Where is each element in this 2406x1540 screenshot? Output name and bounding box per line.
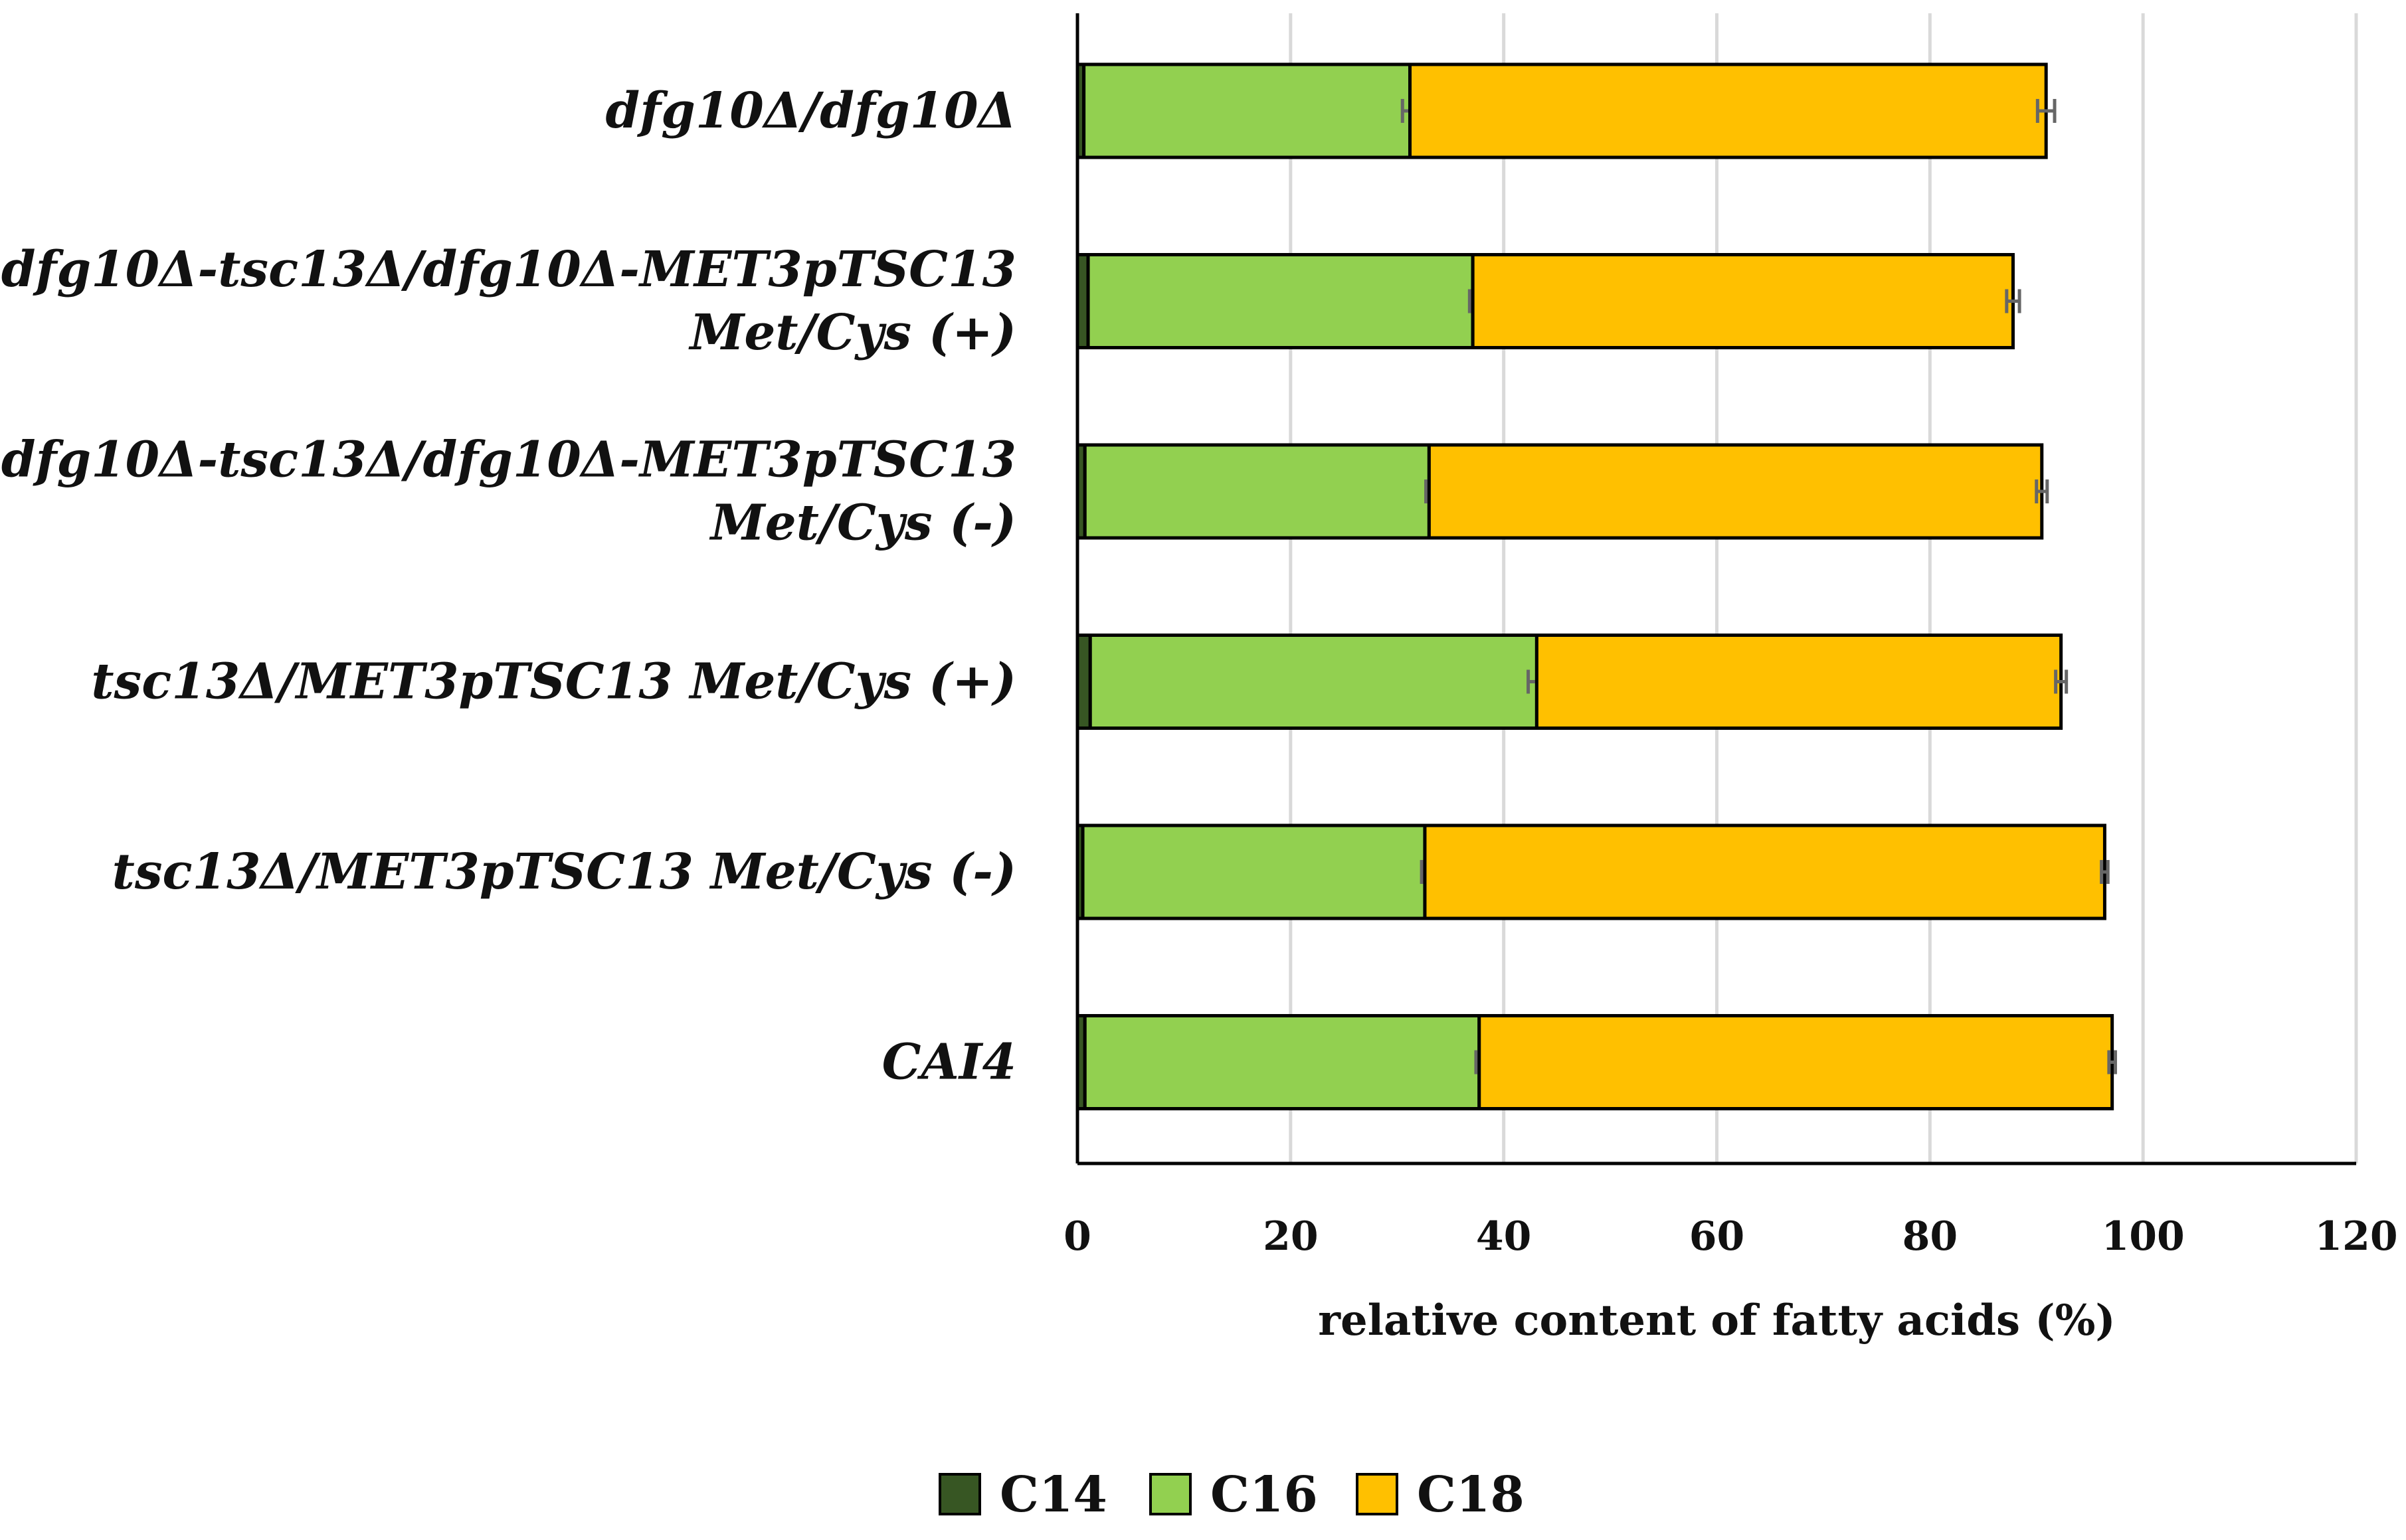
x-tick-label-80: 80 [1902, 1213, 1958, 1260]
category-label-2-line-1: Met/Cys (-) [709, 495, 1016, 552]
x-tick-labels: 0 20 40 60 80 100 120 [1064, 1213, 2398, 1260]
bar-c18-0 [1408, 62, 2048, 159]
bar-c18-5 [1477, 1014, 2114, 1110]
axes [1075, 13, 2356, 1165]
category-label-1-line-0: dfg10Δ-tsc13Δ/dfg10Δ-MET3pTSC13 [1, 241, 1016, 298]
legend-swatch-c18 [1356, 1473, 1398, 1515]
x-tick-label-40: 40 [1476, 1213, 1532, 1260]
bar-c18-4 [1423, 823, 2106, 920]
category-label-4-line-0: tsc13Δ/MET3pTSC13 Met/Cys (-) [112, 843, 1016, 900]
bar-c16-1 [1086, 253, 1475, 349]
bar-c16-0 [1082, 62, 1412, 159]
x-tick-label-120: 120 [2314, 1213, 2397, 1260]
bar-c16-5 [1083, 1014, 1481, 1110]
category-label-1-line-1: Met/Cys (+) [688, 304, 1016, 361]
category-label-5-line-0: CAI4 [882, 1034, 1016, 1091]
bar-c18-3 [1534, 634, 2063, 730]
x-tick-label-100: 100 [2102, 1213, 2185, 1260]
x-tick-label-60: 60 [1689, 1213, 1745, 1260]
gridlines [1289, 13, 2358, 1163]
category-labels: dfg10Δ/dfg10Δ dfg10Δ-tsc13Δ/dfg10Δ-MET3pT… [1, 82, 1016, 1091]
legend-label-c16: C16 [1210, 1466, 1318, 1523]
legend-label-c14: C14 [1000, 1466, 1107, 1523]
bar-c18-1 [1471, 253, 2015, 349]
category-label-2-line-0: dfg10Δ-tsc13Δ/dfg10Δ-MET3pTSC13 [1, 432, 1016, 489]
bars [1075, 62, 2117, 1110]
bar-c16-2 [1083, 443, 1431, 540]
legend-label-c18: C18 [1417, 1466, 1525, 1523]
bar-c16-3 [1088, 634, 1538, 730]
x-tick-label-20: 20 [1263, 1213, 1319, 1260]
bar-c14-3 [1075, 634, 1092, 730]
legend-swatch-c14 [939, 1473, 981, 1515]
bar-c16-4 [1081, 823, 1427, 920]
x-tick-label-0: 0 [1064, 1213, 1091, 1260]
x-axis-title: relative content of fatty acids (%) [1318, 1296, 2115, 1345]
category-label-0-line-0: dfg10Δ/dfg10Δ [606, 82, 1016, 139]
bar-c18-2 [1427, 443, 2044, 540]
category-label-3-line-0: tsc13Δ/MET3pTSC13 Met/Cys (+) [91, 653, 1016, 711]
legend-swatch-c16 [1149, 1473, 1192, 1515]
legend: C14 C16 C18 [939, 1466, 1525, 1523]
